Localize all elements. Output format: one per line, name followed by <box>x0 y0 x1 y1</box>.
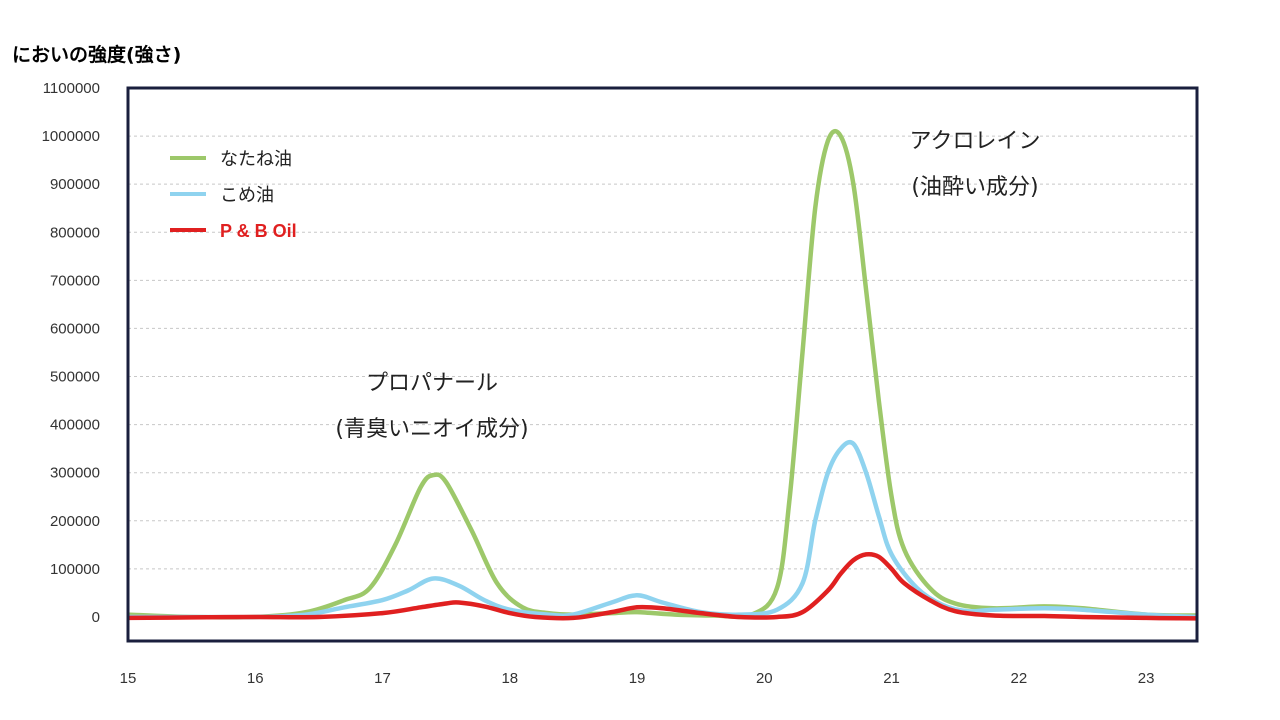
x-tick-label: 21 <box>883 670 900 687</box>
series-lines <box>128 129 1197 621</box>
y-tick-label: 400000 <box>50 417 100 434</box>
legend-label: こめ油 <box>220 185 274 206</box>
y-tick-label: 500000 <box>50 369 100 386</box>
series-line-2 <box>128 439 1197 620</box>
x-tick-label: 19 <box>629 670 646 687</box>
annotation-label: アクロレイン <box>910 129 1041 154</box>
x-tick-label: 18 <box>501 670 518 687</box>
x-tick-label: 17 <box>374 670 391 687</box>
y-tick-label: 600000 <box>50 320 100 337</box>
series-line-3 <box>128 551 1197 621</box>
x-tick-label: 15 <box>120 670 137 687</box>
y-tick-label: 100000 <box>50 561 100 578</box>
x-tick-label: 23 <box>1138 670 1155 687</box>
y-tick-label: 300000 <box>50 465 100 482</box>
x-tick-label: 16 <box>247 670 264 687</box>
x-axis-ticks: 15 16 17 18 19 20 21 22 23 <box>120 670 1155 687</box>
y-tick-label: 0 <box>92 609 100 626</box>
y-axis-ticks: 0 100000 200000 300000 400000 500000 600000 700… <box>42 80 100 626</box>
y-tick-label: 1000000 <box>42 128 100 145</box>
x-tick-label: 22 <box>1010 670 1027 687</box>
y-tick-label: 800000 <box>50 224 100 241</box>
y-tick-label: 700000 <box>50 272 100 289</box>
y-tick-label: 200000 <box>50 513 100 530</box>
legend-label: なたね油 <box>220 149 292 170</box>
series-line-1 <box>128 129 1197 620</box>
legend-label: P & B Oil <box>220 221 297 241</box>
annotation-label: (油酔い成分) <box>911 175 1038 200</box>
y-tick-label: 900000 <box>50 176 100 193</box>
x-tick-label: 20 <box>756 670 773 687</box>
y-tick-label: 1100000 <box>43 80 100 97</box>
annotation-label: (青臭いニオイ成分) <box>335 417 528 442</box>
page-title: においの強度(強さ) <box>12 44 182 66</box>
annotation-label: プロパナール <box>366 371 498 396</box>
plot-frame <box>126 86 1199 643</box>
annotations: アクロレイン (油酔い成分) プロパナール (青臭いニオイ成分) <box>335 129 1040 442</box>
